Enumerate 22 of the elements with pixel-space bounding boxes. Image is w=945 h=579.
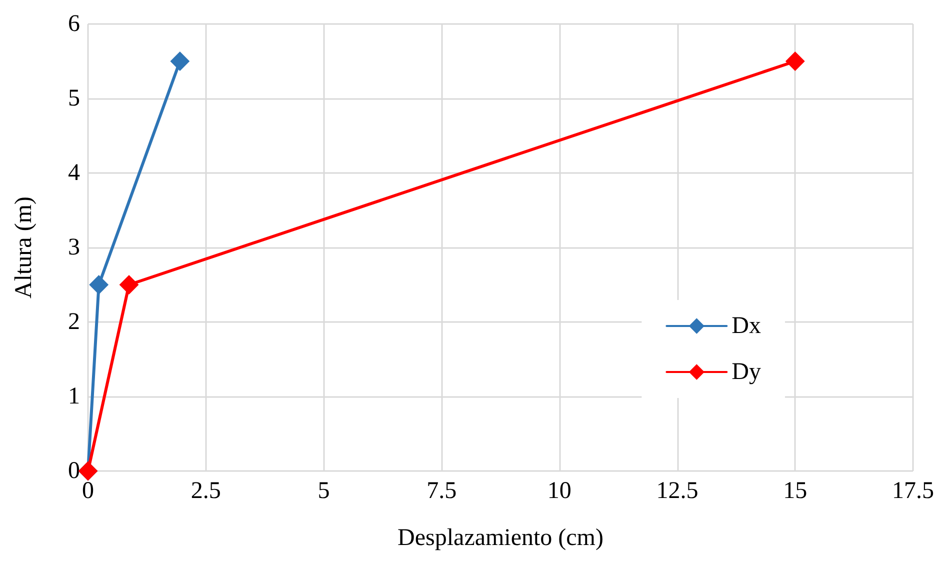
x-tick-label: 15 xyxy=(783,478,808,504)
y-tick-label: 0 xyxy=(68,458,80,484)
point xyxy=(89,275,108,294)
x-tick-label: 12.5 xyxy=(656,478,698,504)
legend-label: Dx xyxy=(732,313,762,339)
x-tick-label: 2.5 xyxy=(190,478,221,504)
point xyxy=(170,52,190,71)
x-tick-label: 5 xyxy=(318,478,330,504)
x-tick-label: 10 xyxy=(547,478,572,504)
x-axis-title: Desplazamiento (cm) xyxy=(398,525,604,551)
x-tick-label: 17.5 xyxy=(892,478,934,504)
y-tick-label: 1 xyxy=(68,384,80,410)
y-axis-title: Altura (m) xyxy=(11,196,37,298)
point xyxy=(786,52,805,71)
y-tick-label: 4 xyxy=(68,160,80,186)
y-tick-label: 6 xyxy=(68,11,80,37)
y-tick-label: 5 xyxy=(68,86,80,112)
y-tick-label: 3 xyxy=(68,234,80,260)
y-tick-label: 2 xyxy=(68,309,80,335)
legend-label: Dy xyxy=(732,359,762,385)
x-tick-label: 7.5 xyxy=(426,478,457,504)
point xyxy=(120,275,139,294)
